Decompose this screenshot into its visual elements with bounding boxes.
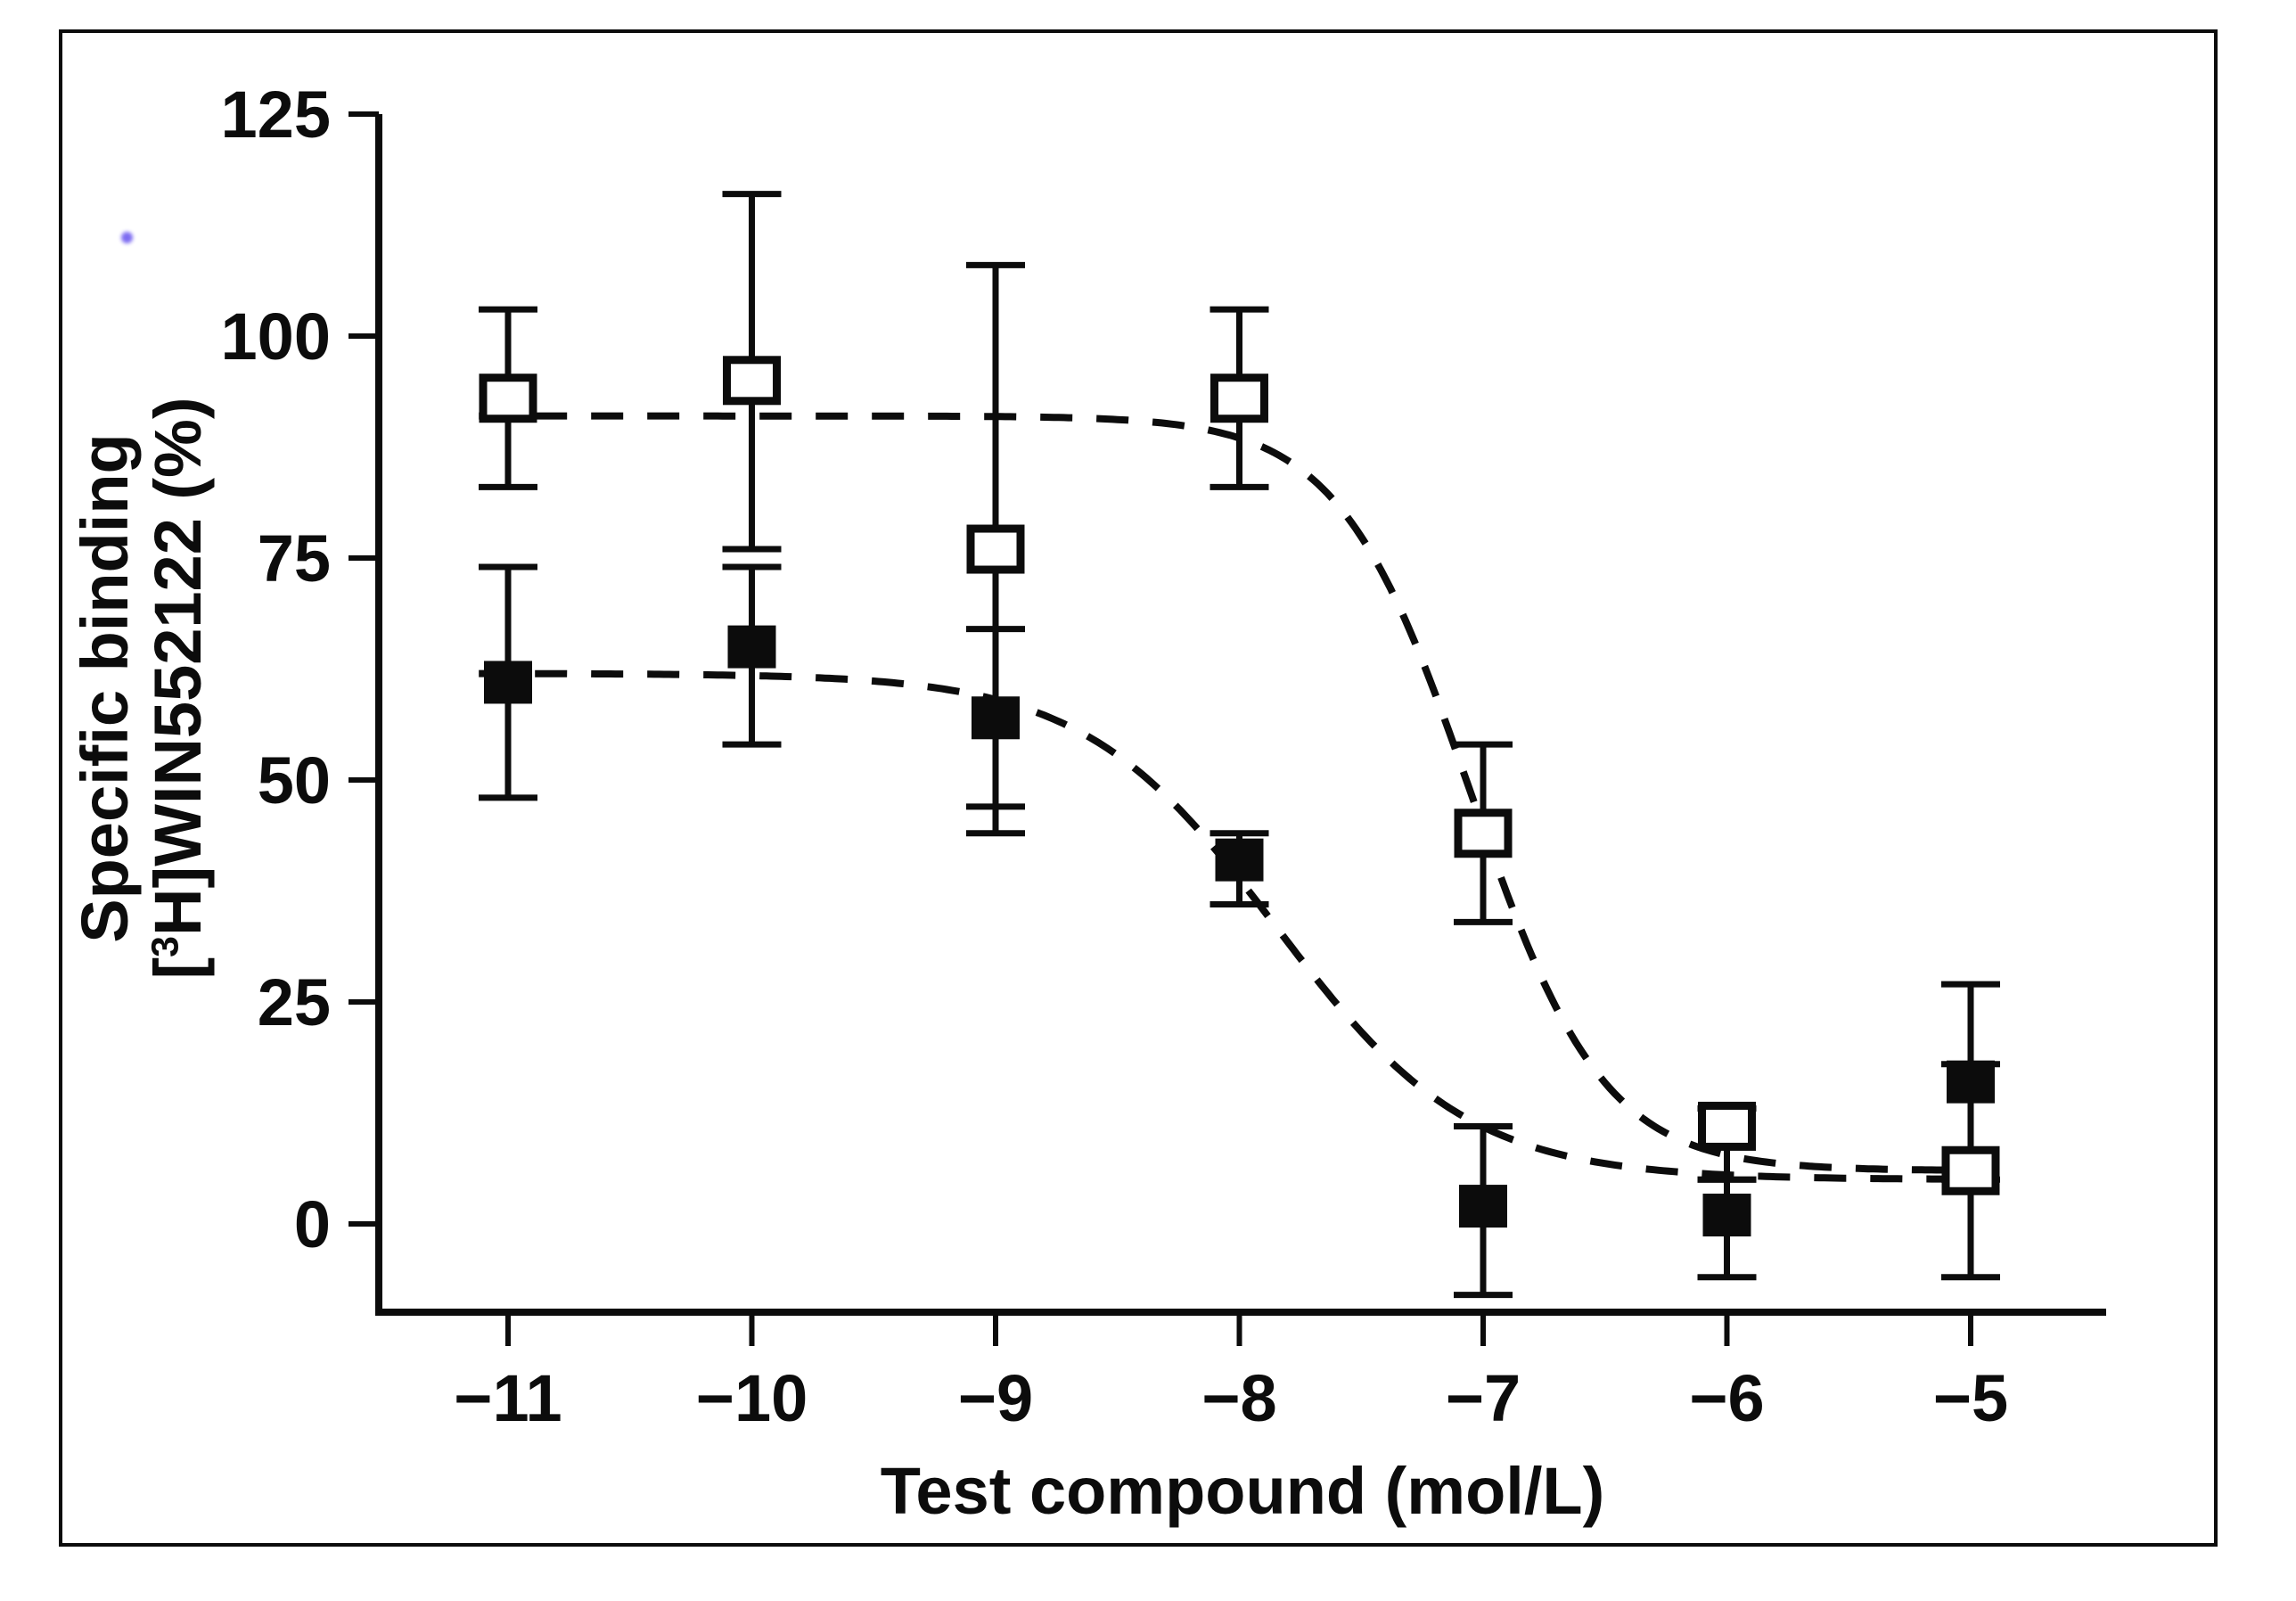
y-axis-title-line2: [3H]WIN552122 (%) [141,397,215,980]
blue-speck-artifact [121,232,133,243]
y-axis-title: Specific binding [3H]WIN552122 (%) [68,86,215,1290]
filled-square-marker [727,625,776,669]
open-square-marker [1454,809,1513,858]
open-squares-fit-curve [479,412,1986,1174]
filled-square-marker [972,696,1020,740]
y-tick-label: 0 [294,1187,331,1261]
open-square-marker [723,356,781,406]
open-square-marker [479,374,537,423]
x-tick-label: −6 [1689,1361,1764,1435]
y-axis-title-line1: Specific binding [68,433,142,943]
x-tick-label: −8 [1201,1361,1276,1435]
figure-frame [59,29,2218,1547]
open-square-marker [1941,1145,2000,1195]
filled-square-marker [1459,1185,1507,1228]
x-axis-title: Test compound (mol/L) [880,1454,1605,1528]
x-tick-label: −7 [1446,1361,1521,1435]
isotope-superscript: 3 [144,936,187,957]
filled-square-marker [484,661,532,704]
filled-square-marker [1215,838,1264,882]
y-tick-label: 100 [221,300,331,374]
filled-square-marker [1702,1194,1751,1237]
filled-squares-fit-curve [479,669,1986,1183]
x-tick-label: −9 [958,1361,1033,1435]
open-square-marker [1698,1101,1756,1151]
y-tick-label: 75 [258,521,331,595]
y-tick-label: 50 [258,743,331,817]
filled-square-marker [1947,1060,1995,1104]
y-tick-label: 125 [221,78,331,152]
x-tick-label: −11 [454,1361,562,1435]
x-tick-label: −10 [696,1361,808,1435]
open-square-marker [1210,374,1268,423]
x-tick-label: −5 [1933,1361,2008,1435]
open-square-marker [966,524,1025,574]
y-tick-label: 25 [258,965,331,1039]
